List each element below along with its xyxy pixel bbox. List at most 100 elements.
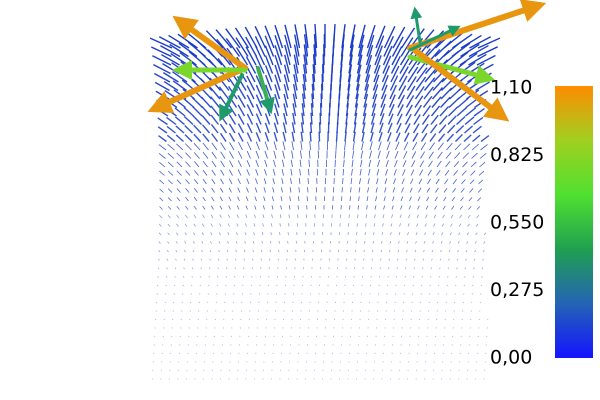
vector xyxy=(185,170,191,176)
vector xyxy=(175,125,185,134)
vector xyxy=(477,37,501,49)
colorbar-tick-label: 0,00 xyxy=(490,347,532,369)
vector xyxy=(262,223,264,227)
vector xyxy=(466,241,469,244)
vector xyxy=(398,66,409,83)
arrow xyxy=(409,45,510,122)
vector xyxy=(373,64,381,83)
vector xyxy=(155,310,157,312)
vector xyxy=(246,122,253,134)
vector xyxy=(270,232,272,236)
vector xyxy=(228,187,232,193)
vector xyxy=(246,75,256,91)
vector xyxy=(424,67,437,83)
vector xyxy=(156,301,158,304)
vector xyxy=(301,112,305,125)
vector xyxy=(390,65,400,83)
vector xyxy=(418,178,423,185)
vector xyxy=(210,96,221,108)
vector xyxy=(381,65,391,83)
vector xyxy=(273,150,277,159)
vector xyxy=(264,35,275,57)
vector xyxy=(477,46,498,58)
vector xyxy=(237,132,244,142)
vector xyxy=(208,267,211,270)
vector xyxy=(382,223,384,227)
vector xyxy=(456,115,466,126)
vector xyxy=(469,188,474,193)
vector xyxy=(464,276,466,278)
vector xyxy=(244,232,247,236)
vector xyxy=(158,135,167,143)
vector xyxy=(366,24,376,49)
vector xyxy=(437,133,446,142)
vector xyxy=(183,106,194,117)
vector xyxy=(192,241,195,244)
vector xyxy=(246,178,250,185)
vector xyxy=(302,64,307,83)
vector xyxy=(476,54,496,66)
vector xyxy=(254,187,258,193)
vector xyxy=(396,104,404,117)
vector xyxy=(284,24,292,49)
vector xyxy=(284,34,292,57)
vector xyxy=(202,169,208,176)
vector xyxy=(153,64,171,75)
vector xyxy=(235,249,237,253)
vector xyxy=(237,169,242,176)
vector xyxy=(384,187,387,193)
vector xyxy=(464,125,474,134)
vector xyxy=(343,159,345,168)
vector xyxy=(252,249,254,253)
vector xyxy=(179,51,197,66)
vector xyxy=(375,196,378,202)
vector xyxy=(280,187,283,193)
vector xyxy=(420,151,426,159)
vector xyxy=(457,249,459,253)
vector xyxy=(408,205,412,210)
vector xyxy=(417,205,420,210)
vector xyxy=(465,98,478,109)
vector xyxy=(390,56,401,74)
vector xyxy=(228,123,236,134)
vector xyxy=(376,169,380,176)
vector xyxy=(219,196,223,202)
arrow xyxy=(172,15,248,71)
vector xyxy=(466,232,470,236)
vector xyxy=(395,122,402,134)
arrow xyxy=(408,25,461,52)
vector xyxy=(270,223,273,227)
colorbar xyxy=(555,86,593,358)
vector xyxy=(229,142,235,151)
vector xyxy=(447,276,449,278)
vector xyxy=(357,214,359,219)
vector xyxy=(437,151,443,159)
vector xyxy=(383,205,386,210)
vector xyxy=(149,37,173,49)
vector xyxy=(432,77,445,91)
vector xyxy=(237,123,245,134)
vector xyxy=(461,179,466,185)
vector xyxy=(361,141,364,151)
vector xyxy=(427,178,431,185)
vector xyxy=(237,178,241,185)
vector xyxy=(436,160,442,168)
vector xyxy=(308,159,310,168)
vector xyxy=(431,249,434,253)
vector xyxy=(218,86,230,100)
vector xyxy=(348,44,354,66)
vector xyxy=(237,187,241,193)
vector xyxy=(193,152,200,159)
vector xyxy=(228,169,233,176)
vector xyxy=(395,132,401,142)
vector xyxy=(413,104,423,117)
vector xyxy=(312,74,315,91)
vector xyxy=(184,143,192,151)
vector xyxy=(454,143,462,151)
vector xyxy=(157,267,160,270)
vector xyxy=(209,258,211,261)
vector xyxy=(200,267,202,270)
vector xyxy=(155,318,157,321)
vector xyxy=(176,214,180,219)
